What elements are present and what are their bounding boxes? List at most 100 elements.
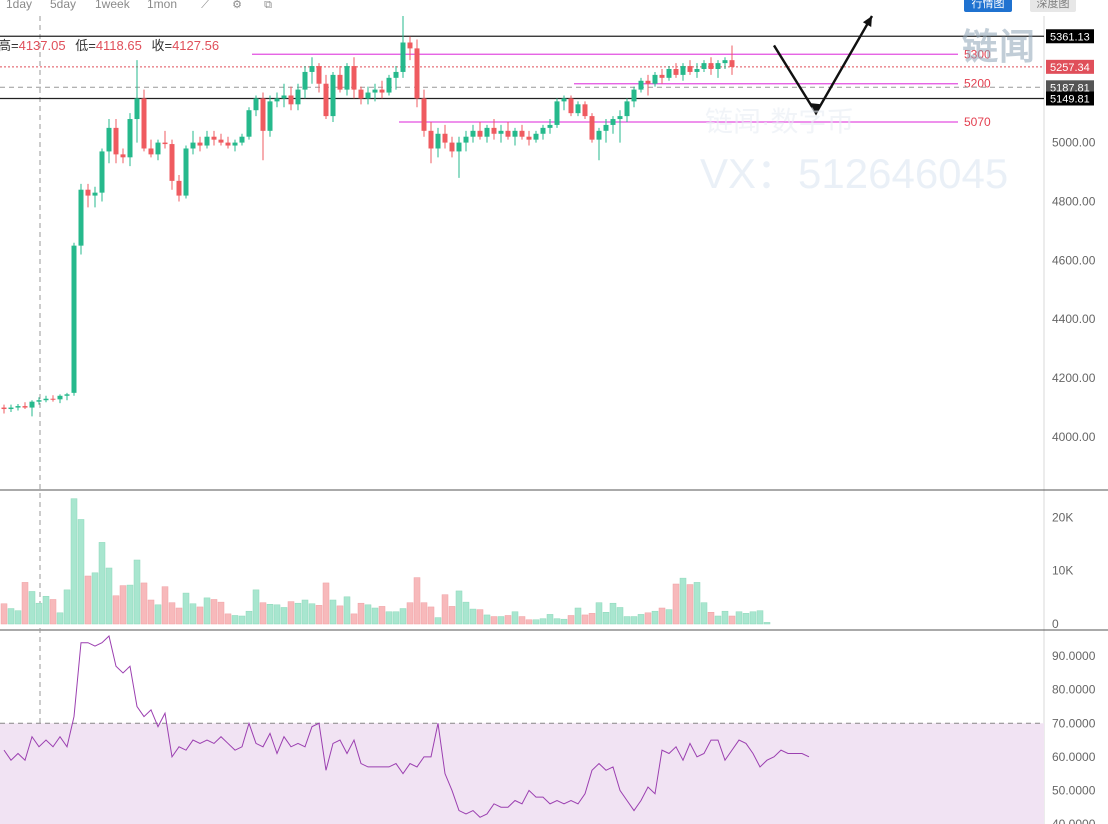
volume-bar <box>700 602 708 625</box>
volume-bar <box>469 608 477 625</box>
timeframe-1week[interactable]: 1week <box>95 0 130 11</box>
candle-body <box>666 68 672 78</box>
volume-bar <box>546 614 554 625</box>
ohlc-readout: 高=4137.05 低=4118.65 收=4127.56 <box>0 35 219 54</box>
screenshot-icon[interactable]: ⧉ <box>264 0 272 11</box>
volume-bar <box>0 603 8 625</box>
candle-body <box>176 180 182 196</box>
projection-arrow-dip-head <box>810 103 820 114</box>
rsi-tick-label: 50.0000 <box>1052 783 1096 797</box>
volume-bar <box>637 614 645 625</box>
candle-body <box>526 136 532 140</box>
price-tag-box <box>1046 29 1094 44</box>
candle-body <box>673 68 679 75</box>
rsi-tick-label: 90.0000 <box>1052 649 1096 663</box>
candle-body <box>680 66 686 75</box>
candle-body <box>428 130 434 149</box>
candle-body <box>484 127 490 137</box>
candle-body <box>596 130 602 140</box>
volume-bar <box>434 617 442 625</box>
volume-bar <box>707 612 715 625</box>
volume-bar <box>399 608 407 625</box>
volume-bar <box>623 616 631 625</box>
candle-body <box>435 133 441 149</box>
volume-bar <box>280 607 288 625</box>
watermark-contact: VX：512646045 <box>700 150 1009 197</box>
candle-body <box>92 192 98 196</box>
candle-body <box>379 89 385 93</box>
tab-market-chart[interactable]: 行情图 <box>964 0 1012 12</box>
candle-body <box>365 92 371 99</box>
watermark-logo: 链闻 <box>962 26 1037 67</box>
level-line-label: 5070 <box>964 115 991 129</box>
indicator-icon[interactable]: ⟋ <box>201 0 209 11</box>
timeframe-5day[interactable]: 5day <box>50 0 77 11</box>
volume-bar <box>448 606 456 625</box>
volume-bar <box>749 611 757 625</box>
volume-bar <box>525 619 533 625</box>
timeframe-1mon[interactable]: 1mon <box>147 0 178 11</box>
candle-body <box>533 133 539 140</box>
price-tag-label: 5187.81 <box>1050 82 1090 94</box>
price-tag-label: 5361.13 <box>1050 31 1090 43</box>
volume-tick-label: 20K <box>1052 510 1073 524</box>
candle-body <box>561 98 567 102</box>
candle-body <box>253 98 259 111</box>
volume-bar <box>119 585 127 625</box>
candle-body <box>29 401 35 408</box>
candle-body <box>8 407 14 410</box>
candle-body <box>386 77 392 93</box>
volume-bar <box>147 599 155 625</box>
volume-bar <box>343 596 351 625</box>
volume-bar <box>301 599 309 625</box>
volume-bar <box>350 613 358 625</box>
volume-bar <box>7 608 15 625</box>
timeframe-1day[interactable]: 1day <box>6 0 33 11</box>
volume-bar <box>161 586 169 625</box>
price-tag-box <box>1046 59 1094 74</box>
candle-body <box>162 142 168 145</box>
candle-body <box>449 142 455 152</box>
toolbar: 1day 5day 1week 1mon ⟋ ⚙ ⧉ 行情图 深度图 <box>0 0 1108 16</box>
candle-body <box>400 42 406 72</box>
projection-arrow-head <box>862 16 872 27</box>
candle-body <box>442 133 448 143</box>
candle-body <box>463 136 469 143</box>
candle-body <box>50 398 56 400</box>
candle-body <box>113 127 119 155</box>
candle-body <box>470 130 476 137</box>
candle-body <box>36 400 42 402</box>
candle-body <box>190 142 196 149</box>
tab-depth-chart[interactable]: 深度图 <box>1030 0 1076 12</box>
candle-body <box>71 245 77 393</box>
candle-body <box>57 395 63 400</box>
candle-body <box>239 136 245 143</box>
candle-body <box>708 63 714 69</box>
candle-body <box>85 189 91 196</box>
high-value: 4137.05 <box>18 38 66 53</box>
volume-bar <box>658 607 666 625</box>
candle-body <box>120 154 126 158</box>
rsi-line <box>3 635 810 818</box>
candle-body <box>43 398 49 401</box>
candle-body <box>169 144 175 181</box>
volume-bar <box>315 605 323 625</box>
volume-bar <box>63 589 71 625</box>
volume-bar <box>28 591 36 625</box>
volume-bar <box>21 582 29 625</box>
candle-body <box>589 116 595 140</box>
volume-bar <box>42 596 50 625</box>
candle-body <box>729 60 735 67</box>
volume-bar <box>504 615 512 625</box>
price-tick-label: 4000.00 <box>1052 430 1096 444</box>
rsi-band <box>0 723 1044 824</box>
volume-bar <box>406 602 414 625</box>
volume-bar <box>98 542 106 625</box>
volume-bar <box>378 606 386 625</box>
volume-bar <box>49 599 57 625</box>
volume-bar <box>497 616 505 625</box>
settings-icon[interactable]: ⚙ <box>232 0 242 11</box>
volume-bar <box>84 575 92 625</box>
candle-body <box>288 95 294 105</box>
